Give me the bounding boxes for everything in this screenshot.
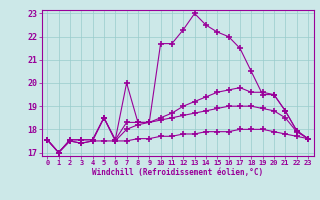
X-axis label: Windchill (Refroidissement éolien,°C): Windchill (Refroidissement éolien,°C)	[92, 168, 263, 177]
